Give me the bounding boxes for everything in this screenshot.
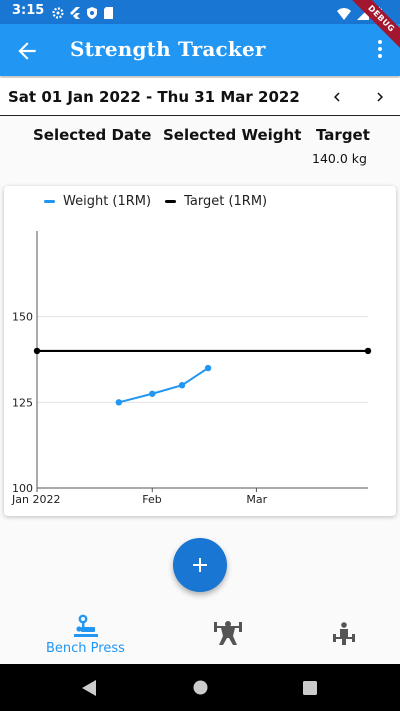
x-tick-label: Jan 2022 bbox=[11, 493, 60, 506]
legend-item-weight[interactable]: Weight (1RM) bbox=[44, 194, 151, 209]
add-entry-button[interactable] bbox=[173, 538, 227, 592]
legend-label-weight: Weight (1RM) bbox=[63, 194, 152, 209]
chevron-left-icon bbox=[334, 92, 340, 102]
plus-icon bbox=[193, 558, 207, 572]
target-value: 140.0 kg bbox=[312, 151, 367, 166]
chevron-right-icon bbox=[377, 92, 383, 102]
more-options-button[interactable] bbox=[376, 40, 384, 60]
bench-press-icon bbox=[74, 614, 98, 637]
y-tick-label: 100 bbox=[12, 482, 33, 495]
more-vert-icon bbox=[376, 40, 384, 58]
flutter-icon bbox=[69, 4, 81, 19]
x-tick-label: Mar bbox=[246, 493, 267, 506]
system-navigation-bar bbox=[0, 664, 400, 711]
y-tick-label: 125 bbox=[12, 396, 33, 409]
tab-bench-press[interactable]: Bench Press bbox=[40, 608, 132, 664]
bottom-navigation: Bench Press bbox=[0, 608, 400, 664]
arrow-back-icon bbox=[18, 42, 36, 60]
settings-icon bbox=[52, 4, 64, 19]
legend-label-target: Target (1RM) bbox=[184, 194, 268, 209]
target-header: Target bbox=[316, 126, 370, 144]
status-bar: 3:15 bbox=[0, 0, 400, 24]
legend-swatch-weight bbox=[44, 200, 55, 203]
system-home-button[interactable] bbox=[193, 680, 208, 699]
wifi-icon bbox=[337, 5, 351, 24]
tab-squat[interactable] bbox=[208, 608, 248, 664]
system-recents-button[interactable] bbox=[303, 680, 317, 699]
previous-range-button[interactable] bbox=[328, 88, 346, 106]
shield-icon bbox=[86, 4, 98, 19]
app-bar: Strength Tracker bbox=[0, 24, 400, 76]
weight-data-point bbox=[115, 399, 123, 406]
legend-item-target[interactable]: Target (1RM) bbox=[165, 194, 267, 209]
date-range-bar: Sat 01 Jan 2022 - Thu 31 Mar 2022 bbox=[0, 78, 400, 116]
tab-bench-press-label: Bench Press bbox=[46, 641, 125, 656]
y-tick-label: 150 bbox=[12, 311, 33, 324]
date-range-label[interactable]: Sat 01 Jan 2022 - Thu 31 Mar 2022 bbox=[8, 88, 300, 106]
chart-canvas[interactable]: 100 125 150 Jan 2022 Feb Mar bbox=[4, 186, 396, 516]
next-range-button[interactable] bbox=[371, 88, 389, 106]
target-data-point bbox=[33, 347, 41, 355]
sd-card-icon bbox=[103, 4, 115, 19]
status-icons-left bbox=[52, 4, 115, 19]
progress-chart: 100 125 150 Jan 2022 Feb Mar Weight (1RM) Tar… bbox=[4, 186, 396, 516]
legend-swatch-target bbox=[165, 200, 177, 203]
page-title: Strength Tracker bbox=[70, 37, 266, 61]
back-button[interactable] bbox=[14, 38, 40, 64]
chart-legend: Weight (1RM) Target (1RM) bbox=[44, 194, 267, 209]
selected-weight-header: Selected Weight bbox=[163, 126, 302, 144]
squat-icon bbox=[214, 621, 242, 645]
tab-deadlift[interactable] bbox=[324, 608, 364, 664]
status-time: 3:15 bbox=[12, 3, 45, 18]
selected-date-header: Selected Date bbox=[33, 126, 152, 144]
weight-data-point bbox=[178, 382, 186, 389]
square-recents-icon bbox=[303, 681, 317, 695]
circle-home-icon bbox=[193, 680, 208, 695]
selection-info: Selected Date Selected Weight Target 140… bbox=[0, 124, 400, 174]
target-data-point bbox=[364, 347, 372, 355]
x-tick-label: Feb bbox=[142, 493, 161, 506]
weight-data-point bbox=[149, 390, 156, 397]
triangle-back-icon bbox=[82, 680, 96, 696]
weight-series-line bbox=[118, 367, 209, 404]
deadlift-icon bbox=[333, 622, 355, 645]
weight-data-point bbox=[204, 364, 212, 372]
system-back-button[interactable] bbox=[82, 680, 96, 700]
